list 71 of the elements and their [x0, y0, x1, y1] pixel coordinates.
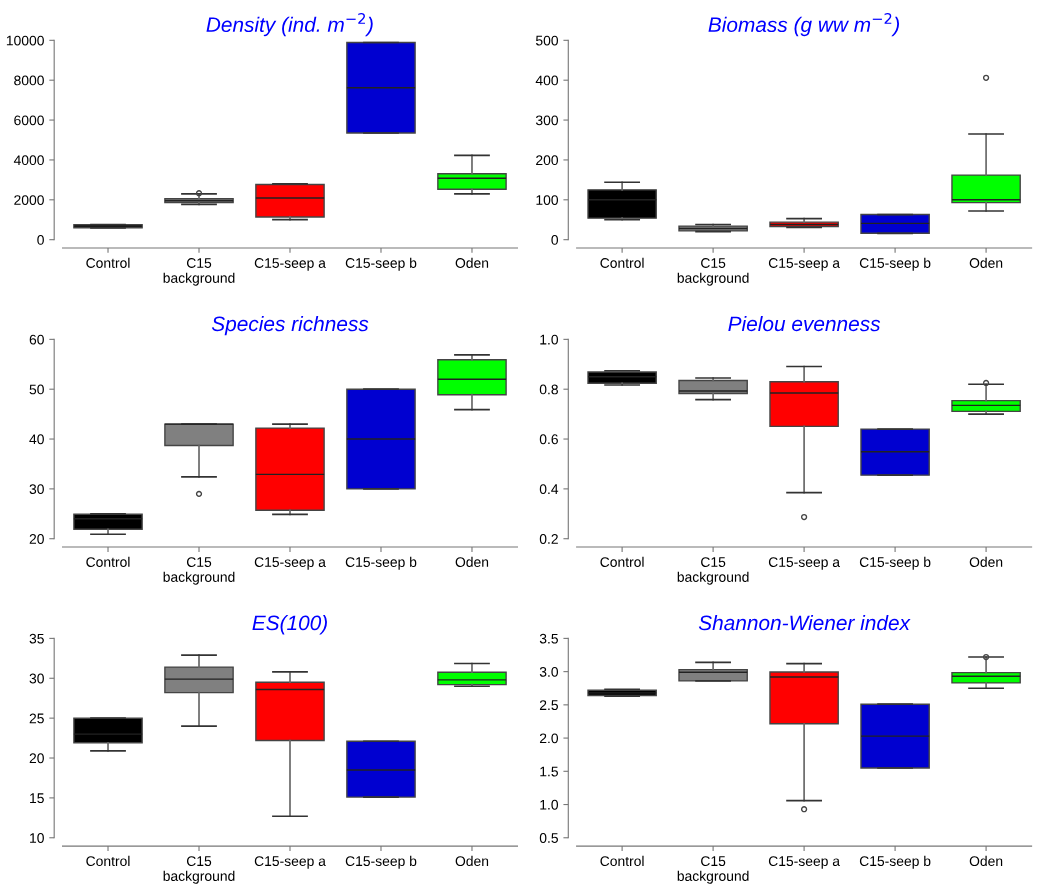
x-tick-label: C15 background — [163, 557, 235, 585]
x-tick-label: C15 background — [163, 258, 235, 286]
x-tick-label: C15-seep b — [345, 855, 417, 869]
y-tick-label: 2.0 — [539, 733, 559, 744]
y-tick-label: 0.8 — [539, 384, 558, 395]
chart-title: Shannon-Wiener index — [698, 614, 911, 631]
y-tick-label: 20 — [29, 753, 44, 764]
y-tick-label: 3.5 — [539, 633, 558, 644]
y-tick-label: 4000 — [13, 155, 44, 166]
y-tick-label: 25 — [29, 713, 44, 724]
y-tick-label: 35 — [29, 633, 44, 644]
x-tick-label: Oden — [455, 855, 489, 867]
x-tick-label: C15-seep b — [345, 556, 417, 570]
y-tick-label: 2000 — [14, 195, 44, 205]
x-tick-label: Oden — [969, 257, 1003, 268]
x-tick-label: Control — [86, 556, 130, 567]
x-tick-label: Control — [86, 855, 130, 867]
x-tick-label: C15-seep b — [859, 855, 931, 869]
y-tick-label: 0.2 — [539, 534, 558, 544]
y-tick-label: 0.5 — [539, 833, 558, 843]
y-tick-label: 8000 — [14, 75, 44, 86]
y-tick-label: 10 — [30, 833, 44, 843]
y-tick-label: 10000 — [6, 35, 44, 46]
chart-title: Density (ind. m$^{−2}$) — [206, 13, 373, 37]
y-tick-label: 15 — [30, 793, 44, 804]
chart-title: Pielou evenness — [728, 315, 881, 332]
y-tick-label: 300 — [535, 115, 559, 126]
chart-title: Species richness — [211, 315, 369, 336]
y-tick-label: 400 — [535, 75, 559, 86]
y-tick-label: 3.0 — [539, 666, 559, 677]
x-tick-label: Control — [86, 257, 130, 268]
x-tick-label: Control — [600, 556, 644, 567]
x-tick-label: C15-seep b — [859, 257, 931, 271]
y-tick-label: 0 — [551, 235, 559, 245]
y-tick-label: 40 — [29, 434, 44, 445]
y-tick-label: 100 — [536, 195, 559, 205]
x-tick-label: Oden — [969, 556, 1003, 567]
chart-title: Biomass (g ww m$^{−2}$) — [708, 13, 900, 37]
x-tick-label: C15-seep a — [254, 856, 326, 869]
y-tick-label: 1.0 — [540, 799, 559, 810]
x-tick-label: C15-seep a — [768, 557, 841, 570]
y-tick-label: 30 — [29, 484, 44, 495]
y-tick-label: 1.5 — [540, 766, 558, 777]
x-tick-label: Oden — [455, 257, 489, 268]
x-tick-label: Oden — [969, 855, 1003, 867]
y-tick-label: 50 — [29, 384, 44, 395]
x-tick-label: Control — [600, 855, 644, 867]
x-tick-label: C15 background — [677, 557, 749, 585]
chart-title: ES(100) — [252, 614, 327, 635]
y-tick-label: 200 — [536, 155, 559, 166]
y-tick-label: 500 — [535, 35, 559, 46]
x-tick-label: C15 background — [677, 258, 749, 286]
y-tick-label: 0.6 — [539, 434, 558, 445]
x-tick-label: C15-seep a — [768, 258, 841, 271]
y-tick-label: 60 — [29, 334, 44, 345]
y-tick-label: 0.4 — [539, 484, 559, 495]
x-tick-label: Control — [600, 257, 644, 268]
y-tick-label: 6000 — [14, 115, 44, 126]
x-tick-label: C15 background — [163, 856, 235, 884]
x-tick-label: C15-seep a — [254, 557, 326, 570]
y-tick-label: 30 — [29, 673, 44, 684]
x-tick-label: C15-seep b — [345, 257, 417, 271]
y-tick-label: 20 — [29, 534, 44, 544]
x-tick-label: C15-seep a — [768, 856, 841, 869]
y-tick-label: 2.5 — [539, 700, 558, 711]
y-tick-label: 0 — [37, 235, 44, 245]
x-tick-label: C15 background — [677, 856, 749, 884]
x-tick-label: Oden — [455, 556, 489, 567]
x-tick-label: C15-seep b — [859, 556, 931, 570]
x-tick-label: C15-seep a — [254, 258, 326, 271]
y-tick-label: 1.0 — [540, 334, 559, 345]
